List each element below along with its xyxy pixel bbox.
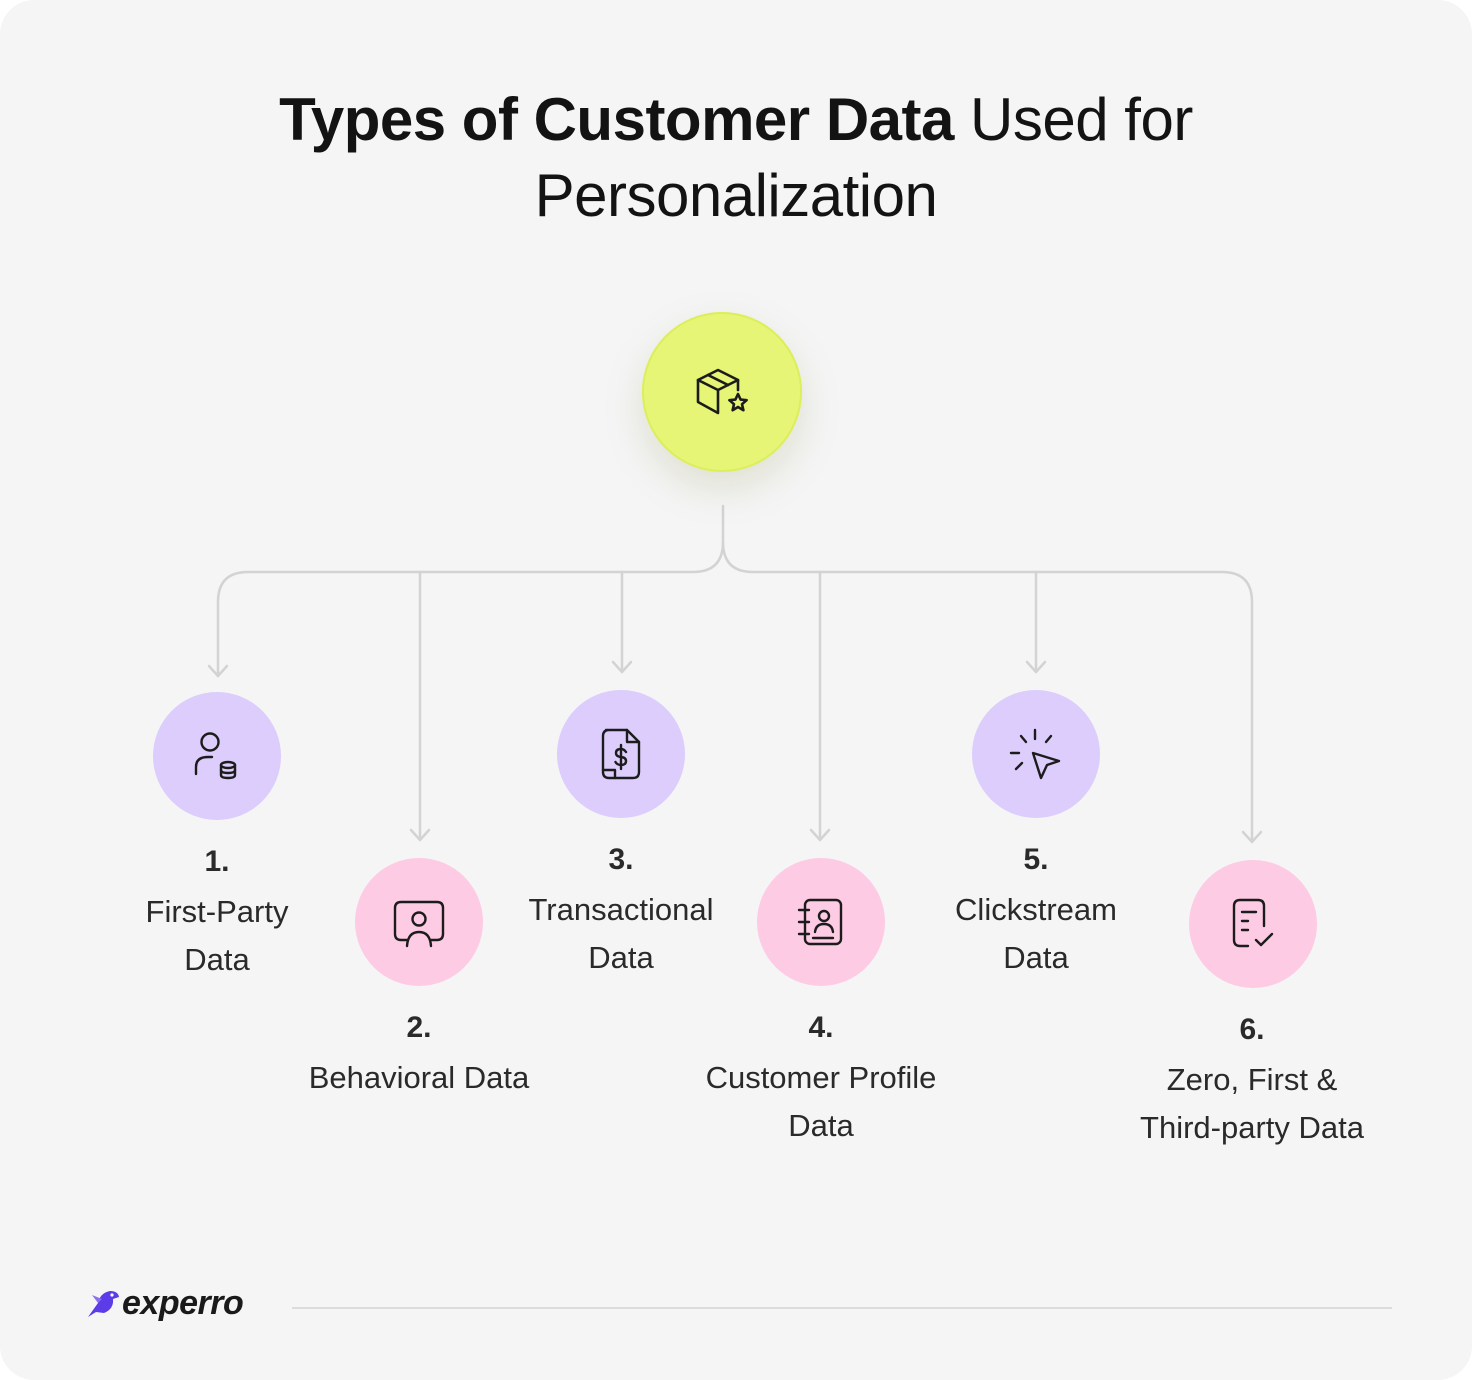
footer-divider (292, 1307, 1392, 1309)
node-3-number: 3. (608, 843, 634, 876)
node-5-label-line1: Clickstream (955, 892, 1117, 927)
node-1-text: 1. First-Party Data (72, 842, 362, 984)
node-2-label-line1: Behavioral Data (308, 1060, 530, 1095)
node-4-label-line2: Data (788, 1108, 854, 1143)
node-5-number: 5. (1023, 843, 1049, 876)
node-3-circle (557, 690, 685, 818)
node-4-circle (757, 858, 885, 986)
arrowhead-3 (611, 660, 633, 674)
node-6-number: 6. (1239, 1013, 1265, 1046)
node-6-circle (1189, 860, 1317, 988)
contact-book-icon (797, 898, 843, 946)
title-light-line2: Personalization (534, 162, 938, 229)
node-6-label-line1: Zero, First & (1166, 1062, 1338, 1097)
node-5-text: 5. Clickstream Data (891, 840, 1181, 982)
title-bold: Types of Customer Data (279, 86, 954, 153)
arrowhead-5 (1025, 660, 1047, 674)
document-check-icon (1232, 898, 1274, 948)
arrowhead-6 (1241, 830, 1263, 844)
node-1-circle (153, 692, 281, 820)
box-star-icon (696, 368, 748, 415)
invoice-dollar-icon (601, 728, 641, 780)
bird-logo-icon (88, 1290, 119, 1317)
node-3-text: 3. Transactional Data (476, 840, 766, 982)
left-branch (216, 540, 725, 678)
node-3-label-line1: Transactional (528, 892, 714, 927)
node-1-number: 1. (204, 845, 230, 878)
page-title: Types of Customer Data Used for Personali… (0, 82, 1472, 234)
node-2-text: 2. Behavioral Data (274, 1008, 564, 1102)
cursor-click-icon (1009, 728, 1061, 780)
node-2-circle (355, 858, 483, 986)
node-3-label-line2: Data (588, 940, 654, 975)
brand-name: experro (122, 1284, 244, 1322)
title-light-line1: Used for (953, 86, 1193, 153)
node-1-label-line1: First-Party (145, 894, 289, 929)
node-1-label-line2: Data (184, 942, 250, 977)
node-6-text: 6. Zero, First & Third-party Data (1107, 1010, 1397, 1152)
node-4-number: 4. (808, 1011, 834, 1044)
arrowhead-4 (809, 828, 831, 842)
node-5-label-line2: Data (1003, 940, 1069, 975)
arrowhead-2 (409, 828, 431, 842)
arrowhead-1 (207, 664, 229, 678)
hub-circle (642, 312, 802, 472)
brand-logo: experro (86, 1284, 244, 1323)
node-5-circle (972, 690, 1100, 818)
user-frame-icon (393, 900, 445, 948)
node-4-label-line1: Customer Profile (705, 1060, 937, 1095)
node-4-text: 4. Customer Profile Data (676, 1008, 966, 1150)
user-database-icon (194, 732, 237, 780)
node-6-label-line2: Third-party Data (1140, 1110, 1364, 1145)
hub-stem (721, 504, 1254, 844)
node-2-number: 2. (406, 1011, 432, 1044)
